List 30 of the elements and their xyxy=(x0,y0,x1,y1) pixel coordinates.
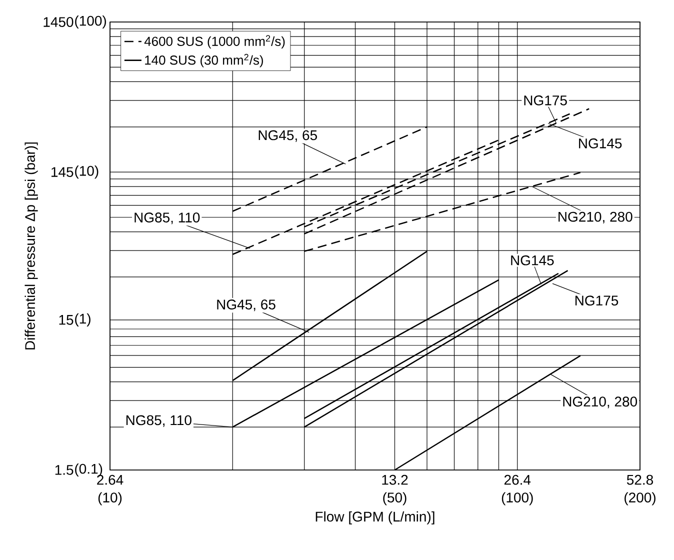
annotation: NG175 xyxy=(575,296,618,306)
text: (50) xyxy=(383,492,406,506)
text: (100) xyxy=(75,15,106,29)
annotation: NG45, 65 xyxy=(258,130,317,142)
text: (0.1) xyxy=(75,463,102,477)
y-tick-label: 145 xyxy=(52,167,74,177)
legend-label: 140 SUS (30 mm$^{2}$/s) xyxy=(145,54,263,68)
y-tick-label: 15 xyxy=(59,315,74,325)
text: (10) xyxy=(75,166,98,179)
annotation: NG210, 280 xyxy=(563,396,638,408)
annotation: NG45, 65 xyxy=(217,300,276,312)
text: (1) xyxy=(75,313,90,326)
x-tick-label: 26.4 xyxy=(504,474,531,485)
x-axis-title: Flow [GPM (L/min)] xyxy=(316,511,434,524)
annotation: NG145 xyxy=(579,138,622,148)
annotation: NG210, 280 xyxy=(558,212,632,224)
text: (100) xyxy=(502,492,533,506)
text: (10) xyxy=(98,492,122,506)
y-tick-label: 1450 xyxy=(44,17,74,27)
annotation: NG175 xyxy=(524,95,567,106)
x-tick-label: 2.64 xyxy=(97,474,124,485)
y-tick-label: 1.5 xyxy=(55,465,74,475)
annotation: NG145 xyxy=(511,255,554,266)
annotation: NG85, 110 xyxy=(134,212,200,224)
legend-label: 4600 SUS (1000 mm$^{2}$/s) xyxy=(144,35,285,49)
annotation: NG85, 110 xyxy=(126,415,192,427)
text: (200) xyxy=(624,492,656,506)
y-axis-title: Differential pressure Δp [psi (bar)] xyxy=(24,142,38,350)
x-tick-label: 52.8 xyxy=(626,474,654,485)
x-tick-label: 13.2 xyxy=(382,474,408,485)
